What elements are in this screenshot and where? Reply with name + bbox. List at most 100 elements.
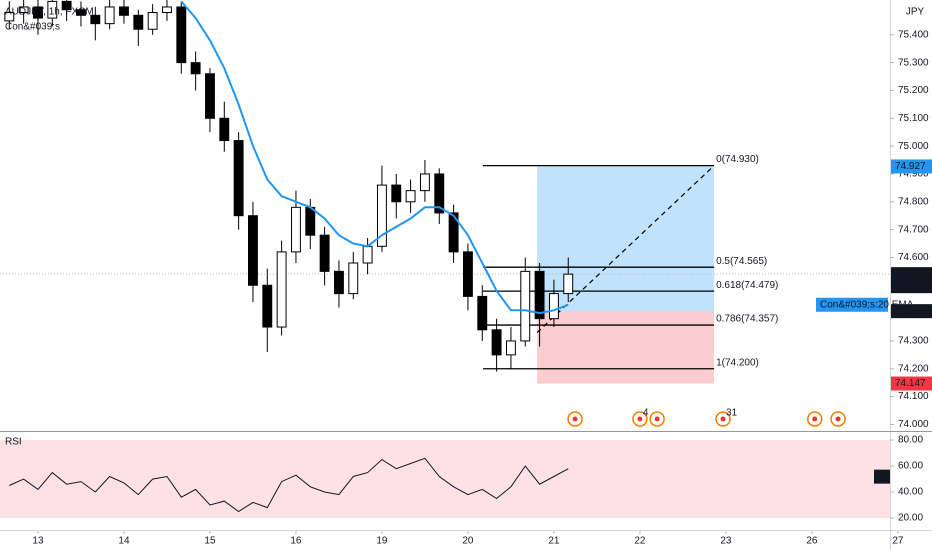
event-count: 31 — [726, 408, 738, 419]
indicator-label: Con&#039;s — [5, 22, 60, 33]
candle-body — [505, 340, 516, 356]
candle-body — [133, 14, 144, 30]
event-dot — [812, 416, 818, 422]
candle-body — [534, 270, 545, 320]
x-tick-label: 22 — [634, 536, 646, 547]
x-tick-label: 19 — [376, 536, 388, 547]
loss-zone — [537, 311, 715, 384]
x-tick-label: 14 — [118, 536, 130, 547]
fib-label: 1(74.200) — [716, 357, 759, 368]
rsi-title: RSI — [5, 437, 22, 448]
price-label-bg — [891, 159, 932, 174]
rsi-band — [0, 440, 890, 519]
candle-body — [205, 73, 215, 119]
candle-body — [219, 117, 230, 142]
y-tick-label: 75.400 — [898, 29, 929, 40]
fib-label: 0(74.930) — [716, 154, 759, 165]
y-tick-label: 74.300 — [898, 336, 929, 347]
price-label-bg — [891, 376, 932, 391]
candle-body — [162, 6, 172, 14]
y-tick-label: 74.100 — [898, 391, 929, 402]
main-pane: 0(74.930) 0.5(74.565) 0.618(74.479) 0.786(7… — [0, 0, 890, 384]
x-tick-label: 23 — [720, 536, 732, 547]
y-tick-label: 75.000 — [898, 141, 929, 152]
y-tick-label: 75.200 — [898, 85, 929, 96]
candle-body — [233, 140, 244, 217]
price-label: 74.927 — [895, 161, 926, 172]
event-dot — [654, 416, 660, 422]
candle-body — [47, 0, 58, 19]
y-tick-label: 74.900 — [898, 169, 929, 180]
candle-body — [4, 12, 15, 22]
rsi-line — [9, 457, 569, 513]
candle-body — [61, 0, 72, 11]
y-tick-label: 74.800 — [898, 196, 929, 207]
x-tick-label: 13 — [32, 536, 44, 547]
candle-body — [334, 270, 344, 295]
y-tick-label: 74.200 — [898, 363, 929, 374]
candle-body — [305, 206, 316, 236]
x-tick-label: 16 — [290, 536, 302, 547]
candle-body — [262, 284, 273, 328]
candle-body — [248, 215, 258, 286]
candle-body — [176, 6, 187, 64]
candle-body — [362, 245, 373, 264]
symbol-title: AUDJPY, 1h, FXCM — [5, 7, 94, 18]
y-tick-label: 74.700 — [898, 224, 929, 235]
event-dot — [572, 416, 578, 422]
candle-body — [434, 173, 445, 214]
rsi-tick-label: 80.00 — [898, 435, 923, 446]
countdown: 06:22 — [898, 281, 923, 292]
price-label-bg — [891, 304, 932, 319]
candle-body — [190, 62, 201, 75]
candle-body — [348, 262, 359, 295]
fib-label: 0.786(74.357) — [716, 314, 778, 325]
candle-body — [419, 173, 430, 192]
candle-body — [405, 190, 416, 203]
candle-body — [491, 329, 502, 356]
candle-body — [18, 6, 29, 14]
price-label: 74.147 — [895, 378, 926, 389]
x-tick-label: 26 — [806, 536, 818, 547]
event-count: 4 — [643, 408, 649, 419]
candle-body — [76, 9, 86, 16]
event-dot — [637, 416, 643, 422]
rsi-badge: RSI — [874, 471, 891, 482]
unit-label: JPY — [906, 7, 925, 18]
candle-body — [291, 206, 301, 253]
fib-label: 0.5(74.565) — [716, 256, 767, 267]
candle-body — [448, 212, 459, 253]
price-label-bg — [891, 267, 932, 294]
candle-body — [276, 251, 287, 328]
ema-label-bg — [816, 297, 888, 312]
fib-label: 0.618(74.479) — [716, 280, 778, 291]
rsi-tick-label: 40.00 — [898, 487, 923, 498]
candle-body — [33, 6, 43, 19]
rsi-tick-label: 60.00 — [898, 461, 923, 472]
candle-body — [104, 6, 115, 25]
x-tick-label: 21 — [548, 536, 560, 547]
candle-body — [391, 184, 402, 203]
price-label: 74.407 — [895, 306, 926, 317]
y-tick-label: 74.600 — [898, 252, 929, 263]
candle-body — [319, 234, 330, 272]
candle-body — [563, 273, 574, 295]
candle-body — [376, 184, 387, 247]
price-label: 74.540 — [895, 269, 926, 280]
y-tick-label: 74.000 — [898, 419, 929, 430]
x-tick-label: 15 — [204, 536, 216, 547]
y-tick-label: 75.100 — [898, 113, 929, 124]
x-tick-label: 27 — [892, 536, 904, 547]
candle-body — [477, 295, 488, 331]
y-tick-label: 75.300 — [898, 57, 929, 68]
candle-body — [520, 270, 531, 342]
event-dot — [720, 416, 726, 422]
rsi-badge-bg — [874, 469, 890, 484]
candle-body — [90, 14, 101, 25]
ema-label: Con&#039;s:20 EMA — [820, 299, 914, 310]
event-dot — [835, 416, 841, 422]
candle-body — [462, 251, 473, 297]
ema-line — [180, 0, 569, 315]
